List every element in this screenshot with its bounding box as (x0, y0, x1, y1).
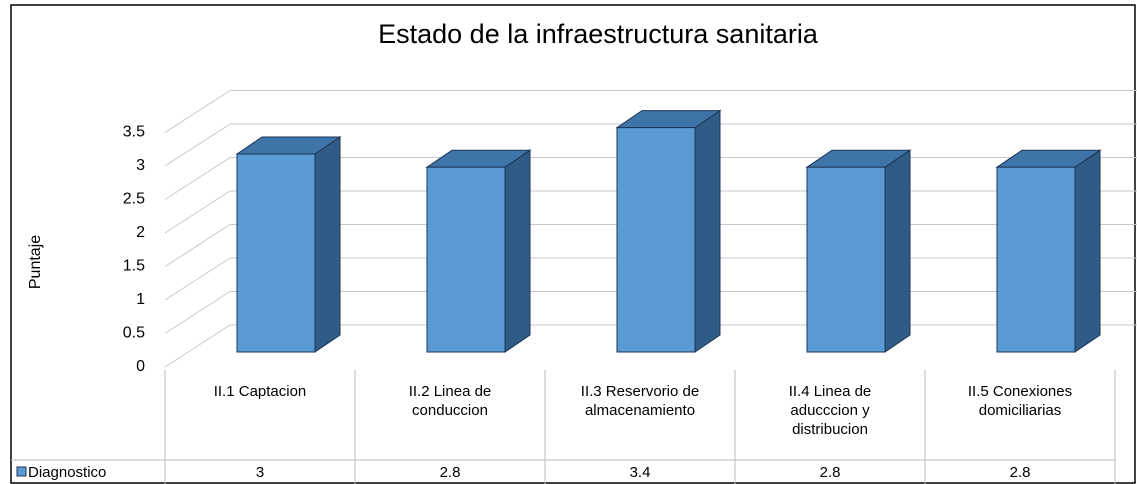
grid-line (164, 324, 231, 368)
category-label: II.2 Linea de conduccion (355, 382, 545, 462)
grid-line (164, 224, 231, 267)
data-table-value: 3.4 (545, 463, 735, 483)
data-table-value-text: 2.8 (819, 464, 841, 481)
bar-face (314, 136, 341, 353)
category-label: II.5 Conexiones domiciliarias (925, 382, 1115, 462)
bar (995, 149, 1102, 353)
y-tick-label: 2 (136, 224, 145, 241)
data-table-value: 3 (165, 463, 355, 483)
category-label: II.3 Reservorio de almacenamiento (545, 382, 735, 462)
bar (805, 149, 912, 353)
y-tick-label: 1 (136, 291, 145, 308)
bar-face (504, 149, 531, 353)
legend-entry-text: Diagnostico (28, 464, 107, 481)
legend-entry: Diagnostico (28, 463, 168, 483)
bar-face (1074, 149, 1101, 353)
bar (235, 136, 342, 353)
bar-face (426, 166, 506, 353)
grid-line (164, 157, 231, 200)
bar (615, 109, 722, 353)
y-tick-label: 2.5 (123, 191, 145, 208)
category-label-text: II.2 Linea de conduccion (408, 383, 492, 419)
data-table-value: 2.8 (355, 463, 545, 483)
bar-face (236, 153, 316, 353)
category-label: II.4 Linea de aducccion y distribucion (735, 382, 925, 462)
category-label-text: II.1 Captacion (213, 383, 307, 400)
grid-line (164, 123, 231, 167)
y-tick-label: 1.5 (123, 258, 145, 275)
y-tick-label: 0 (136, 358, 145, 375)
bar-face (694, 109, 721, 353)
category-label-text: II.3 Reservorio de almacenamiento (580, 383, 700, 419)
data-table-value-text: 3 (255, 464, 265, 481)
bar (425, 149, 532, 353)
bar-face (806, 166, 886, 353)
category-label-text: II.5 Conexiones domiciliarias (967, 383, 1073, 419)
category-label-text: II.4 Linea de aducccion y distribucion (788, 383, 872, 438)
chart-frame (10, 4, 1136, 484)
data-table-value: 2.8 (735, 463, 925, 483)
y-tick-label: 0.5 (123, 325, 145, 342)
bar-face (996, 166, 1076, 353)
data-table-value: 2.8 (925, 463, 1115, 483)
grid-line (164, 190, 231, 234)
bar-face (884, 149, 911, 353)
chart-title: Estado de la infraestructura sanitaria (378, 19, 819, 49)
y-axis-label: Puntaje (27, 235, 44, 289)
grid-line (164, 90, 231, 133)
y-tick-label: 3.5 (123, 124, 145, 141)
legend-key (16, 466, 27, 477)
y-tick-label: 3 (136, 157, 145, 174)
data-table-value-text: 2.8 (439, 464, 461, 481)
grid-line (164, 257, 231, 301)
category-label: II.1 Captacion (165, 382, 355, 462)
data-table-value-text: 3.4 (629, 464, 651, 481)
bar-face (616, 127, 696, 353)
data-table-value-text: 2.8 (1009, 464, 1031, 481)
grid-line (164, 291, 231, 334)
